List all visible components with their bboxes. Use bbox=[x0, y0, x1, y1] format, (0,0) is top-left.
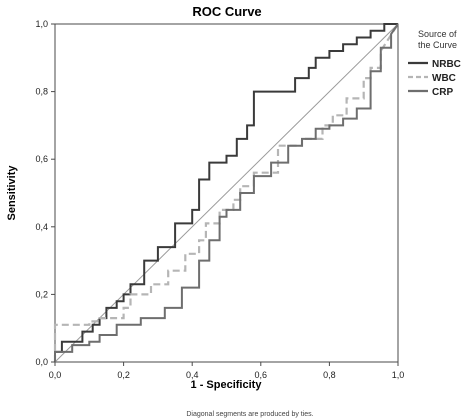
y-tick-label: 0,8 bbox=[35, 87, 48, 97]
x-tick-label: 0,4 bbox=[186, 370, 199, 380]
chart-title: ROC Curve bbox=[192, 4, 261, 19]
y-tick-label: 0,2 bbox=[35, 289, 48, 299]
series-line-crp bbox=[54, 23, 399, 362]
series-layer bbox=[53, 23, 399, 362]
x-tick-label: 1,0 bbox=[392, 370, 405, 380]
x-axis-title: 1 - Specificity bbox=[191, 379, 263, 391]
legend: Source of the Curve NRBC WBC CRP bbox=[408, 29, 461, 98]
y-tick-label: 0,4 bbox=[35, 222, 48, 232]
y-tick-label: 0,6 bbox=[35, 154, 48, 164]
x-tick-label: 0,6 bbox=[255, 370, 268, 380]
y-tick-label: 0,0 bbox=[35, 357, 48, 367]
x-tick-label: 0,8 bbox=[323, 370, 336, 380]
legend-title-line-1: Source of bbox=[418, 29, 457, 39]
legend-label-nrbc: NRBC bbox=[432, 59, 461, 70]
x-tick-label: 0,2 bbox=[117, 370, 130, 380]
figure-caption: Diagonal segments are produced by ties. bbox=[186, 411, 313, 418]
y-tick-labels: 0,0 0,2 0,4 0,6 0,8 1,0 bbox=[35, 19, 55, 367]
legend-label-crp: CRP bbox=[432, 87, 453, 98]
y-axis-title: Sensitivity bbox=[6, 165, 18, 221]
y-tick-label: 1,0 bbox=[35, 19, 48, 29]
legend-title-line-2: the Curve bbox=[418, 40, 457, 50]
x-tick-labels: 0,0 0,2 0,4 0,6 0,8 1,0 bbox=[49, 362, 405, 380]
legend-label-wbc: WBC bbox=[432, 73, 456, 84]
x-tick-label: 0,0 bbox=[49, 370, 62, 380]
reference-diagonal-line bbox=[54, 23, 399, 363]
